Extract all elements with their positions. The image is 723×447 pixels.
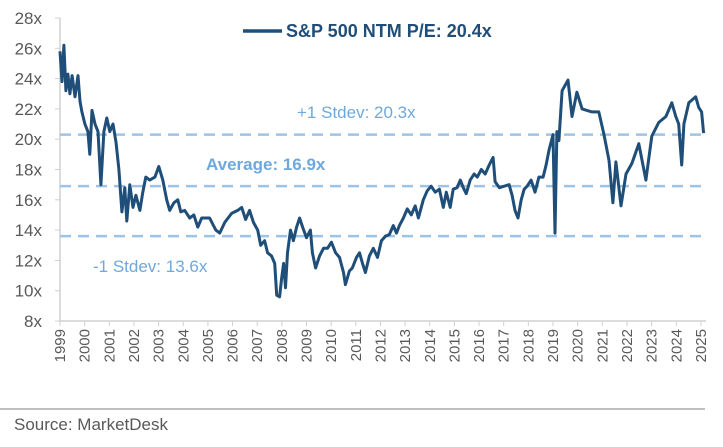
x-tick-label: 2006 [225,329,242,362]
x-tick-label: 2014 [422,329,439,362]
x-tick-label: 2009 [299,329,316,362]
x-tick-label: 2024 [668,329,685,362]
y-tick-label: 14x [15,221,43,240]
y-tick-label: 8x [24,312,42,331]
x-tick-label: 2017 [496,329,513,362]
pe-series-line [58,43,706,299]
source-note: Source: MarketDesk [14,415,168,434]
y-tick-label: 10x [15,282,43,301]
y-tick-label: 16x [15,191,43,210]
axes: 8x 10x 12x 14x 16x 18x 20x 22x 24x 26x 28x 1999 2000… [15,9,710,362]
y-tick-label: 28x [15,9,43,28]
minus-one-stdev-label: -1 Stdev: 13.6x [93,257,208,276]
y-tick-label: 18x [15,161,43,180]
x-tick-label: 2011 [348,329,365,361]
x-tick-label: 2019 [545,329,562,362]
average-label: Average: 16.9x [206,155,326,174]
y-tick-label: 24x [15,70,43,89]
legend: S&P 500 NTM P/E: 20.4x [243,21,492,41]
x-tick-label: 2004 [175,329,192,362]
x-tick-label: 2021 [594,329,611,362]
x-tick-label: 2001 [101,329,118,362]
y-tick-label: 22x [15,100,43,119]
x-tick-label: 2022 [619,329,636,362]
x-tick-label: 2025 [693,329,710,362]
x-tick-label: 2018 [520,329,537,362]
reference-lines [60,133,706,238]
x-tick-label: 2015 [446,329,463,362]
y-tick-label: 20x [15,130,43,149]
x-tick-label: 2012 [372,329,389,362]
x-tick-label: 2010 [323,329,340,362]
x-tick-label: 2013 [397,329,414,362]
x-tick-label: 2020 [570,329,587,362]
x-tick-label: 2002 [126,329,143,362]
x-tick-label: 1999 [52,329,69,362]
x-tick-label: 2005 [200,329,217,362]
x-tick-label: 2003 [151,329,168,362]
x-tick-label: 2023 [644,329,661,362]
x-tick-label: 2000 [77,329,94,362]
legend-label: S&P 500 NTM P/E: 20.4x [286,21,492,41]
x-tick-label: 2008 [274,329,291,362]
y-tick-label: 26x [15,39,43,58]
x-tick-label: 2007 [249,329,266,362]
y-tick-label: 12x [15,251,43,270]
plus-one-stdev-label: +1 Stdev: 20.3x [297,103,416,122]
x-tick-label: 2016 [471,329,488,362]
